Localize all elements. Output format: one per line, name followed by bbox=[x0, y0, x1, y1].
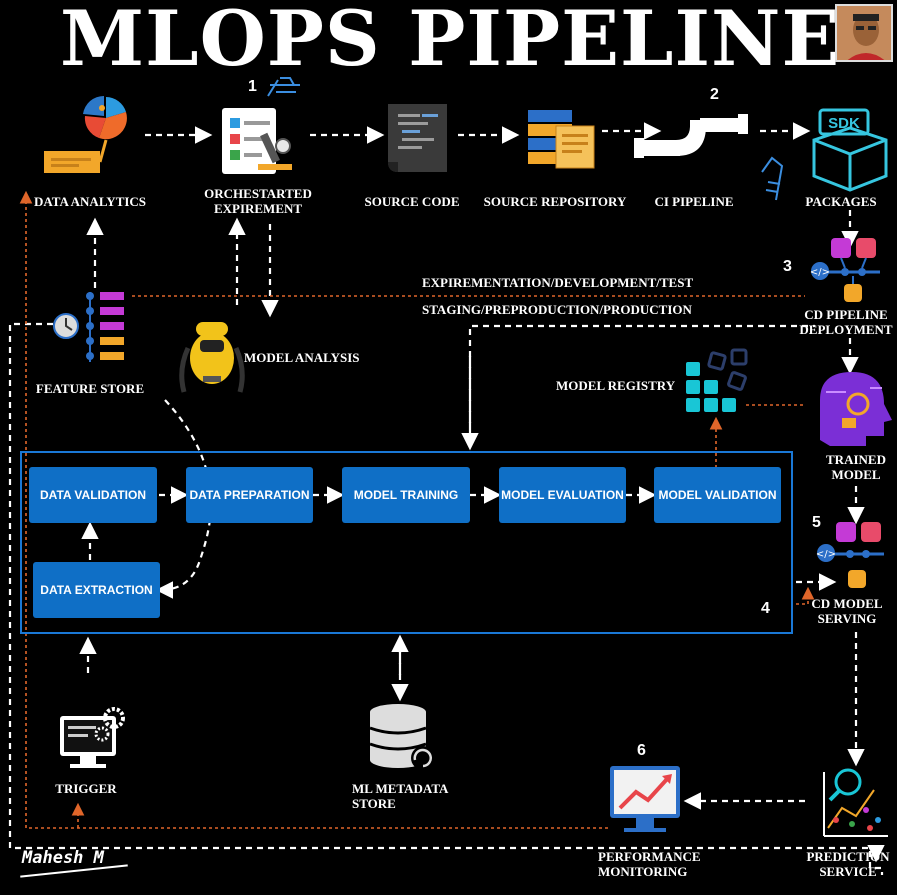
data-analytics-icon bbox=[44, 95, 127, 173]
cd-model-serving-label-line1: CD MODEL bbox=[811, 596, 883, 611]
source-repository-label: SOURCE REPOSITORY bbox=[483, 194, 627, 209]
step-number-1: 1 bbox=[248, 78, 257, 95]
trigger-label: TRIGGER bbox=[55, 781, 117, 796]
stage-model-evaluation: MODEL EVALUATION bbox=[499, 467, 626, 523]
packages-icon bbox=[812, 108, 888, 192]
cd-pipeline-icon: </> bbox=[810, 238, 880, 302]
prediction-service-label-line1: PREDICTION bbox=[806, 849, 890, 864]
arrow-feature-to-extraction bbox=[155, 399, 212, 599]
source-code-icon bbox=[388, 104, 447, 172]
cd-model-serving-icon: </> bbox=[816, 522, 884, 588]
author-avatar bbox=[835, 4, 893, 62]
prediction-service-icon bbox=[823, 768, 888, 837]
ci-pipeline-icon bbox=[634, 114, 748, 158]
model-analysis-icon bbox=[179, 322, 245, 393]
ml-pipeline-frame bbox=[20, 451, 793, 634]
stage-model-validation: MODEL VALIDATION bbox=[654, 467, 781, 523]
cd-pipeline-label-line2: DEPLOYMENT bbox=[799, 322, 893, 337]
svg-text:</>: </> bbox=[816, 549, 836, 560]
model-registry-icon bbox=[686, 348, 748, 412]
trained-model-icon bbox=[820, 372, 892, 446]
prediction-service-label-line2: SERVICE bbox=[819, 864, 877, 879]
performance-monitoring-icon bbox=[610, 766, 680, 832]
source-repository-icon bbox=[528, 110, 595, 169]
packages-label: PACKAGES bbox=[805, 194, 877, 209]
ml-metadata-store-icon bbox=[369, 704, 435, 770]
environment-lower-label: STAGING/PREPRODUCTION/PRODUCTION bbox=[422, 302, 692, 317]
cd-pipeline-label-line1: CD PIPELINE bbox=[804, 307, 888, 322]
page-title: MLOPS PIPELINE bbox=[60, 0, 841, 83]
orchestrated-label-line1: ORCHESTARTED bbox=[204, 186, 312, 201]
ml-metadata-label-line1: ML METADATA bbox=[352, 781, 449, 796]
arrow-monitoring-to-analytics bbox=[19, 190, 608, 829]
ci-pipeline-label: CI PIPELINE bbox=[654, 194, 734, 209]
author-signature: Mahesh M bbox=[22, 848, 104, 868]
step-number-2: 2 bbox=[710, 86, 719, 103]
step-number-3: 3 bbox=[783, 258, 792, 275]
environment-upper-label: EXPIREMENTATION/DEVELOPMENT/TEST bbox=[422, 275, 694, 290]
stage-model-training: MODEL TRAINING bbox=[342, 467, 470, 523]
step-number-6: 6 bbox=[637, 742, 646, 759]
step-number-5: 5 bbox=[812, 514, 821, 531]
pointing-hand-down-icon bbox=[761, 156, 784, 201]
orchestrated-label-line2: EXPIREMENT bbox=[213, 201, 303, 216]
stage-data-validation: DATA VALIDATION bbox=[29, 467, 157, 523]
trigger-icon bbox=[60, 707, 125, 768]
stage-data-preparation: DATA PREPARATION bbox=[186, 467, 313, 523]
feature-store-label: FEATURE STORE bbox=[35, 381, 145, 396]
stage-data-extraction: DATA EXTRACTION bbox=[33, 562, 160, 618]
sdk-text: SDK bbox=[828, 115, 860, 132]
step-number-4: 4 bbox=[761, 600, 770, 617]
orchestrated-expirement-icon bbox=[222, 108, 292, 174]
trained-model-label-line2: MODEL bbox=[831, 467, 881, 482]
feature-store-icon bbox=[53, 292, 124, 362]
ml-metadata-label-line2: STORE bbox=[352, 796, 396, 811]
model-analysis-label: MODEL ANALYSIS bbox=[244, 350, 360, 365]
pointing-hand-icon bbox=[267, 77, 300, 97]
performance-monitoring-label-line1: PERFORMANCE bbox=[598, 849, 701, 864]
performance-monitoring-label-line2: MONITORING bbox=[598, 864, 688, 879]
svg-text:</>: </> bbox=[810, 267, 830, 278]
cd-model-serving-label-line2: SERVING bbox=[817, 611, 877, 626]
source-code-label: SOURCE CODE bbox=[364, 194, 460, 209]
model-registry-label: MODEL REGISTRY bbox=[556, 378, 676, 393]
trained-model-label-line1: TRAINED bbox=[826, 452, 886, 467]
data-analytics-label: DATA ANALYTICS bbox=[33, 194, 147, 209]
